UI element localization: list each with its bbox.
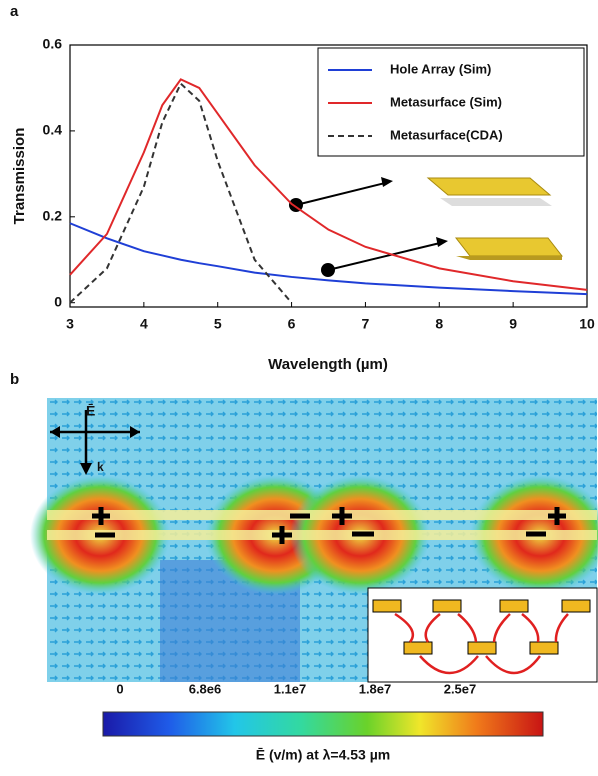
legend-label: Metasurface (Sim) (390, 94, 502, 109)
panel-label: b (10, 371, 19, 388)
y-tick-label: 0.2 (43, 208, 63, 224)
x-tick-label: 8 (435, 316, 443, 332)
x-tick-label: 4 (140, 316, 148, 332)
x-axis-label: Wavelength (µm) (268, 356, 388, 373)
x-tick-label: 7 (362, 316, 370, 332)
legend-label: Metasurface(CDA) (390, 127, 503, 142)
e-label: Ē (86, 403, 95, 419)
legend-label: Hole Array (Sim) (390, 61, 491, 76)
x-tick-label: 3 (66, 316, 74, 332)
x-tick-label: 10 (579, 316, 595, 332)
y-tick-label: 0 (54, 293, 62, 309)
colorbar-tick-label: 1.1e7 (274, 681, 307, 696)
colorbar-label: Ē (v/m) at λ=4.53 µm (256, 747, 391, 763)
panel-label: a (10, 3, 19, 20)
series-line (70, 84, 292, 303)
page: a b Wavelength (µm) Transmission Ē k Ē (… (0, 0, 598, 776)
colorbar-tick-label: 0 (116, 681, 123, 696)
y-axis-label: Transmission (11, 128, 28, 225)
colorbar-tick-label: 2.5e7 (444, 681, 477, 696)
colorbar-tick-label: 6.8e6 (189, 681, 222, 696)
x-tick-label: 5 (214, 316, 222, 332)
field-image (30, 398, 598, 682)
x-tick-label: 9 (509, 316, 517, 332)
k-label: k (97, 460, 104, 474)
colorbar-tick-label: 1.8e7 (359, 681, 392, 696)
figure: a b Wavelength (µm) Transmission Ē k Ē (… (0, 0, 598, 776)
colorbar (103, 712, 543, 736)
y-tick-label: 0.6 (43, 36, 63, 52)
inset-images (289, 177, 562, 277)
x-tick-label: 6 (288, 316, 296, 332)
y-tick-label: 0.4 (43, 122, 63, 138)
